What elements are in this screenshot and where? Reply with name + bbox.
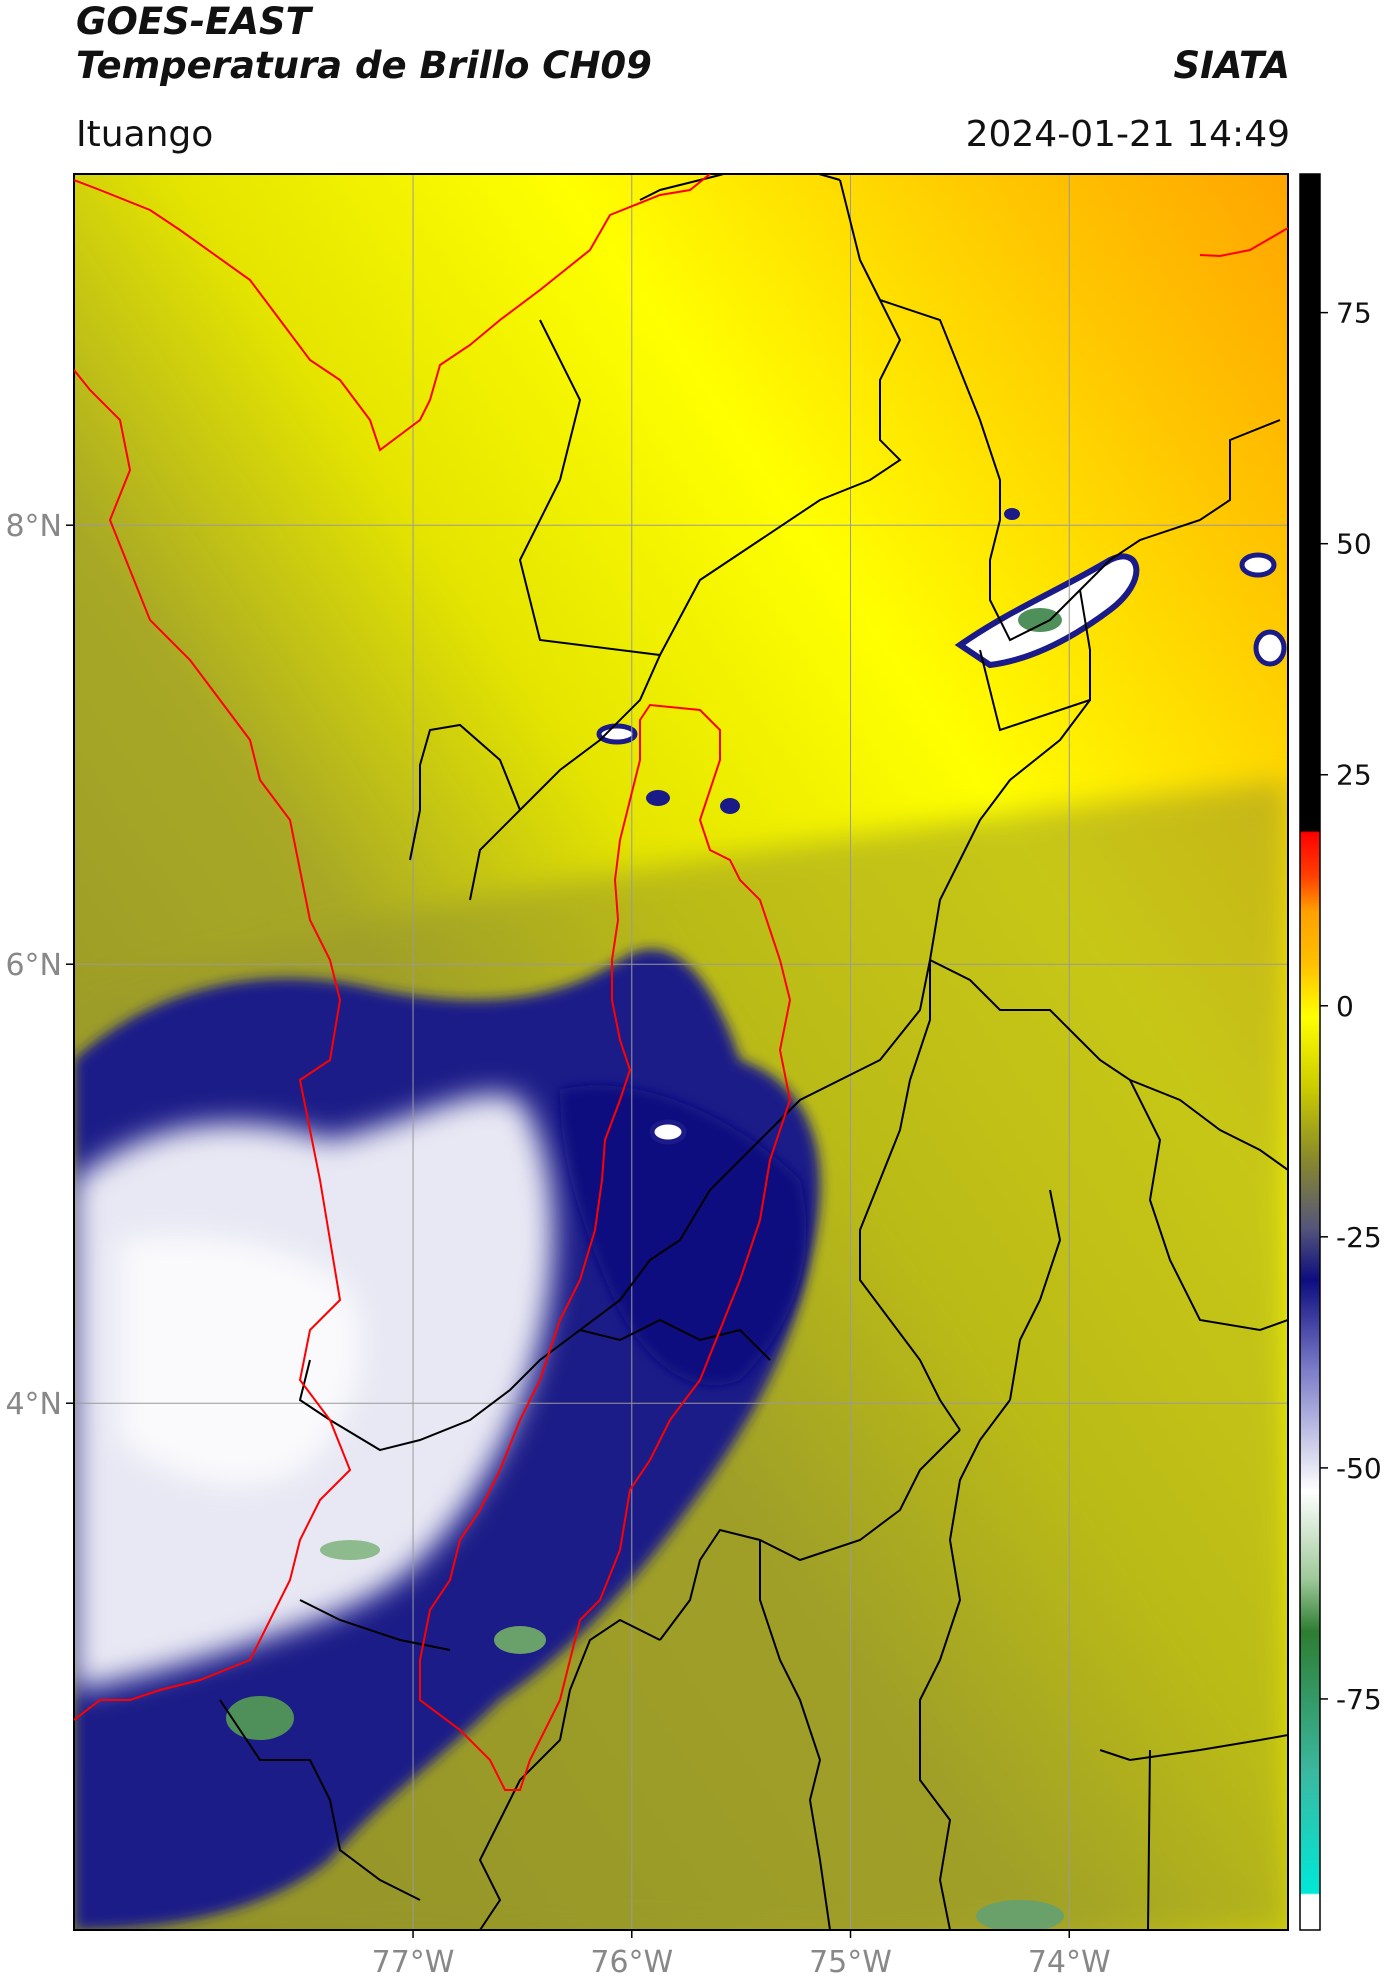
- colorbar-tick-label: 0: [1336, 990, 1354, 1023]
- colorbar-ticks: 75 50 25 0 -25 -50 -75: [1320, 297, 1382, 1716]
- lon-label: 76°W: [590, 1945, 673, 1980]
- product-title: Temperatura de Brillo CH09: [76, 44, 652, 87]
- map-frame: [73, 173, 1289, 1931]
- cold-spot: [494, 1626, 546, 1654]
- axis-labels: 77°W 76°W 75°W 74°W 8°N 6°N 4°N: [5, 509, 1110, 1980]
- lon-label: 75°W: [809, 1945, 892, 1980]
- lat-label: 6°N: [5, 948, 62, 983]
- datetime-label: 2024-01-21 14:49: [965, 114, 1290, 155]
- lon-label: 77°W: [372, 1945, 455, 1980]
- temperature-field: [74, 174, 1288, 1930]
- lon-label: 74°W: [1028, 1945, 1111, 1980]
- coastline: [74, 174, 1288, 1721]
- colorbar-tick-label: -50: [1336, 1452, 1382, 1485]
- title-block: GOES-EAST Temperatura de Brillo CH09: [76, 0, 652, 88]
- colorbar-tick-label: 50: [1336, 528, 1372, 561]
- brand-label: SIATA: [1173, 44, 1290, 87]
- satellite-title: GOES-EAST: [76, 0, 311, 43]
- colorbar-tick-label: 75: [1336, 297, 1372, 330]
- graticule: [74, 174, 1288, 1930]
- lat-label: 8°N: [5, 509, 62, 544]
- colorbar: 75 50 25 0 -25 -50 -75: [1299, 173, 1382, 1931]
- admin-boundaries: [219, 174, 1288, 1930]
- ituango-basin: [419, 703, 792, 1791]
- colorbar-tick-label: -75: [1336, 1683, 1382, 1716]
- cold-spot: [1018, 608, 1062, 632]
- lat-label: 4°N: [5, 1387, 62, 1422]
- colorbar-gradient: [1299, 173, 1321, 1931]
- region-label: Ituango: [76, 114, 214, 155]
- colorbar-tick-label: 25: [1336, 759, 1372, 792]
- cold-spot: [976, 1900, 1064, 1930]
- cold-spot: [320, 1540, 380, 1560]
- colorbar-tick-label: -25: [1336, 1221, 1382, 1254]
- cold-spot: [226, 1696, 294, 1740]
